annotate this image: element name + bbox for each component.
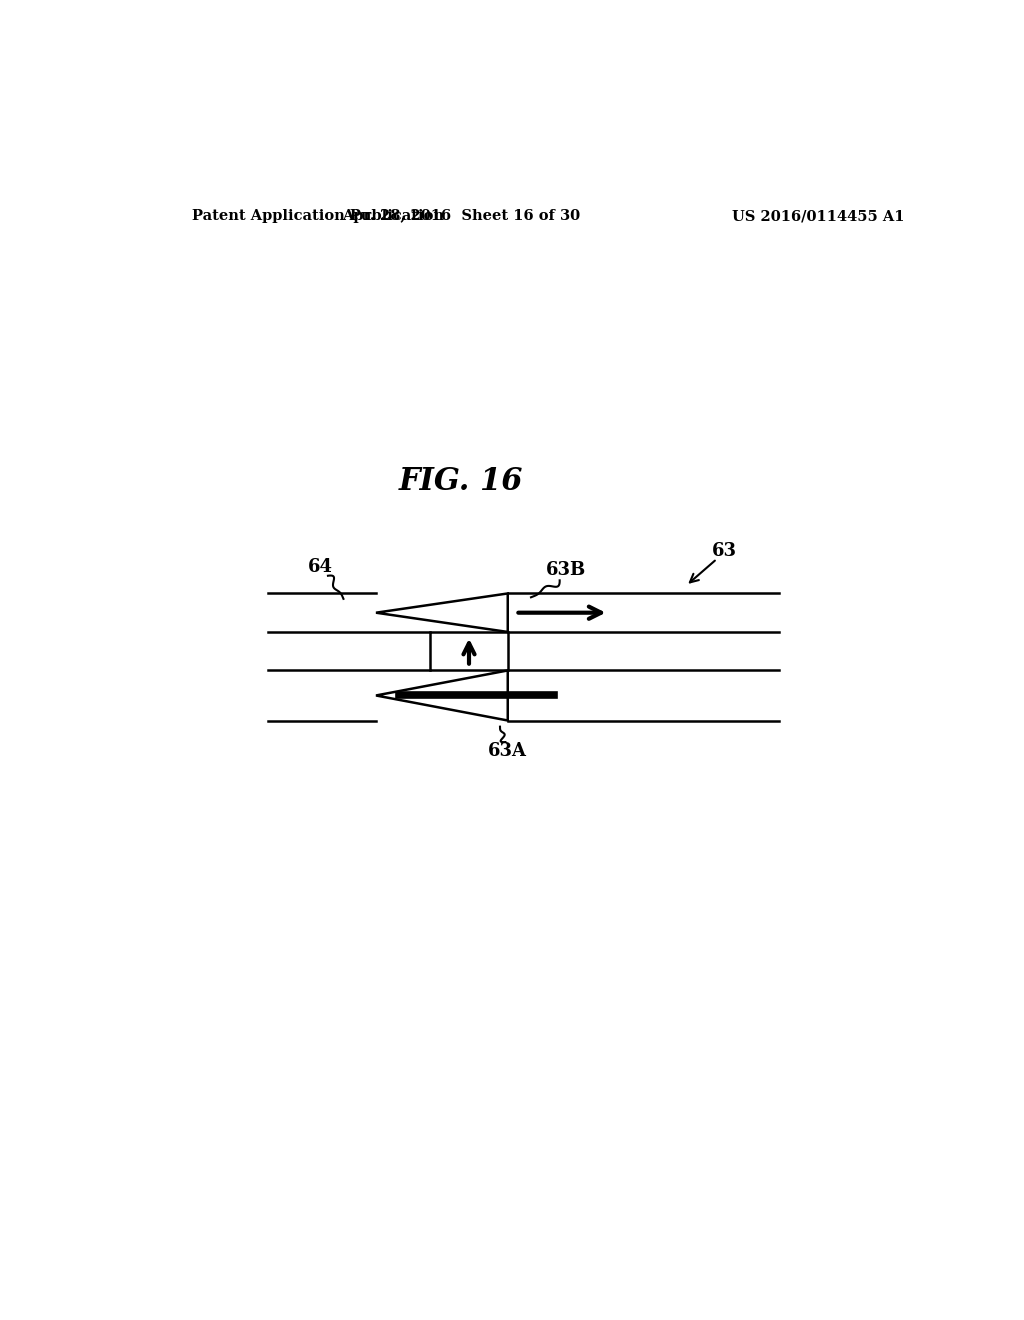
Text: US 2016/0114455 A1: US 2016/0114455 A1 — [732, 209, 905, 223]
Text: 63A: 63A — [488, 742, 527, 760]
Text: 64: 64 — [307, 557, 333, 576]
Bar — [430, 632, 508, 671]
Text: Patent Application Publication: Patent Application Publication — [191, 209, 443, 223]
Text: 63B: 63B — [546, 561, 586, 579]
Text: FIG. 16: FIG. 16 — [399, 466, 523, 498]
Text: 63: 63 — [713, 543, 737, 560]
Text: Apr. 28, 2016  Sheet 16 of 30: Apr. 28, 2016 Sheet 16 of 30 — [342, 209, 581, 223]
